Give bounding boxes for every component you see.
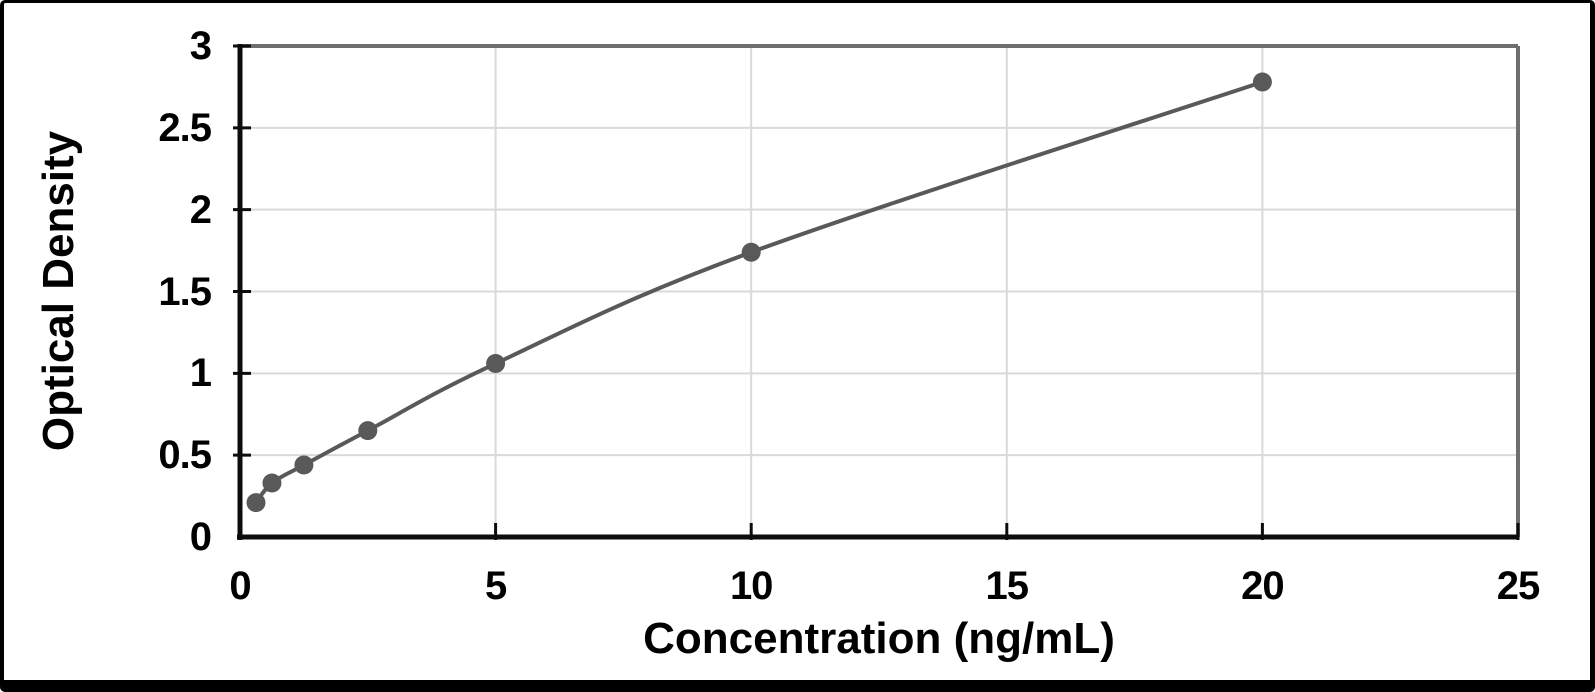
data-point-marker-4 bbox=[486, 354, 506, 374]
x-tick-label-25: 25 bbox=[1496, 564, 1541, 608]
x-axis-title: Concentration (ng/mL) bbox=[643, 614, 1115, 663]
y-tick-label-3: 3 bbox=[189, 24, 212, 68]
y-tick-label-1.5: 1.5 bbox=[158, 269, 212, 314]
y-tick-label-1: 1 bbox=[189, 351, 212, 396]
x-tick-label-0: 0 bbox=[229, 564, 251, 608]
data-point-marker-0 bbox=[246, 493, 266, 513]
x-tick-label-5: 5 bbox=[484, 564, 507, 608]
data-point-marker-3 bbox=[358, 421, 378, 441]
data-point-marker-1 bbox=[262, 473, 282, 493]
standard-curve-plot bbox=[233, 44, 1520, 540]
y-axis-title: Optical Density bbox=[34, 130, 83, 452]
y-tick-label-0: 0 bbox=[189, 515, 212, 559]
data-point-marker-2 bbox=[294, 455, 314, 475]
data-point-marker-6 bbox=[1252, 72, 1272, 92]
x-tick-label-10: 10 bbox=[729, 564, 774, 608]
x-tick-label-15: 15 bbox=[985, 564, 1030, 608]
y-tick-label-0.5: 0.5 bbox=[158, 433, 212, 478]
x-tick-label-20: 20 bbox=[1241, 564, 1285, 608]
y-tick-label-2: 2 bbox=[189, 187, 212, 232]
y-tick-label-2.5: 2.5 bbox=[158, 105, 212, 150]
data-point-marker-5 bbox=[741, 242, 761, 262]
